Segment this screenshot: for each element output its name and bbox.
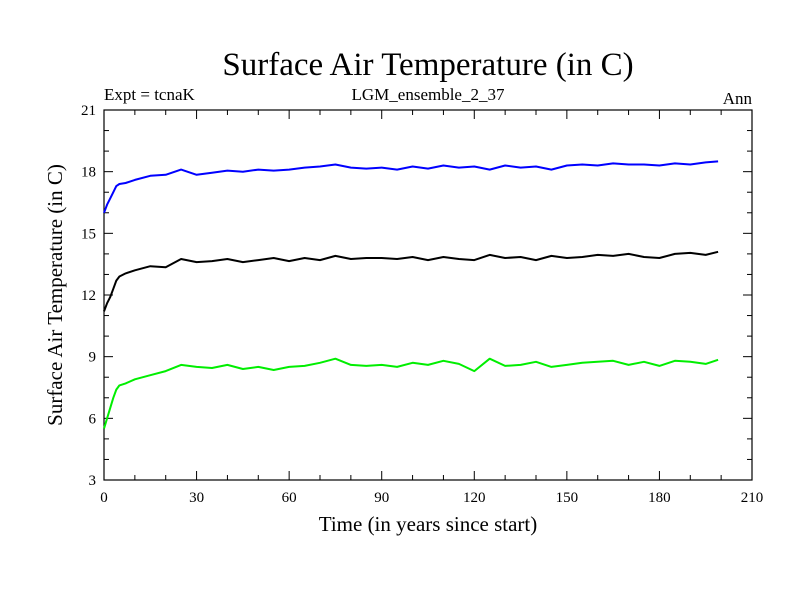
y-tick-label: 12 bbox=[81, 288, 96, 304]
x-axis-label: Time (in years since start) bbox=[319, 512, 538, 536]
series-line-black bbox=[103, 250, 719, 312]
experiment-label: Expt = tcnaK bbox=[104, 85, 196, 104]
x-tick-label: 90 bbox=[374, 490, 389, 506]
period-label: Ann bbox=[723, 89, 753, 108]
y-axis-ticks: 3 6 9 12 15 18 21 bbox=[81, 103, 752, 489]
x-tick-label: 120 bbox=[463, 490, 486, 506]
x-tick-label: 150 bbox=[556, 490, 579, 506]
y-axis-label: Surface Air Temperature (in C) bbox=[43, 164, 67, 426]
x-axis-ticks: 0 30 60 90 120 150 180 210 bbox=[100, 110, 763, 506]
x-tick-label: 60 bbox=[282, 490, 297, 506]
series-line-green bbox=[103, 357, 719, 429]
y-tick-label: 6 bbox=[89, 411, 97, 427]
series-layer bbox=[103, 160, 719, 429]
series-line-blue bbox=[103, 160, 719, 214]
x-tick-label: 210 bbox=[741, 490, 764, 506]
y-tick-label: 18 bbox=[81, 165, 96, 181]
x-tick-label: 180 bbox=[648, 490, 671, 506]
chart-title: Surface Air Temperature (in C) bbox=[222, 47, 633, 83]
y-tick-label: 15 bbox=[81, 226, 96, 242]
y-tick-label: 9 bbox=[89, 350, 97, 366]
x-tick-label: 30 bbox=[189, 490, 204, 506]
y-tick-label: 21 bbox=[81, 103, 96, 119]
ensemble-label: LGM_ensemble_2_37 bbox=[352, 85, 505, 104]
y-tick-label: 3 bbox=[89, 473, 97, 489]
x-tick-label: 0 bbox=[100, 490, 108, 506]
